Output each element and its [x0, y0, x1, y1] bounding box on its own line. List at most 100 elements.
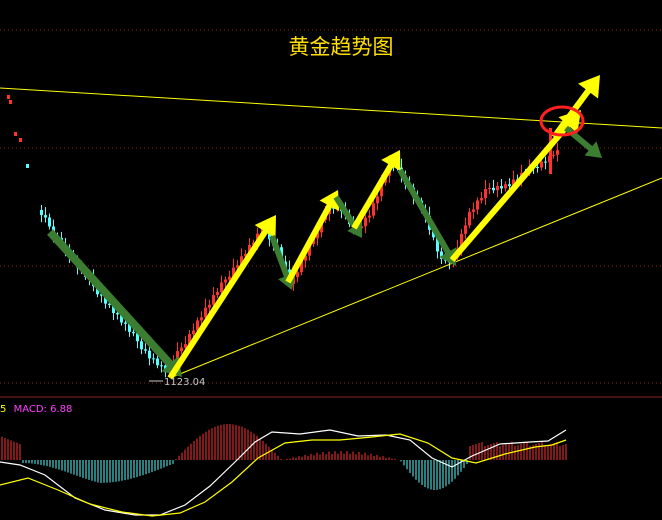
candle-down	[156, 358, 159, 366]
macd-label: 5 MACD: 6.88	[0, 404, 72, 415]
candle-down	[152, 358, 155, 360]
resistance-trendline	[0, 87, 662, 129]
candle-down	[100, 294, 103, 296]
candle-down	[128, 323, 131, 332]
macd-histogram	[1, 424, 567, 490]
candle-up	[316, 232, 319, 239]
candle-up	[220, 282, 223, 293]
candle-up	[184, 344, 187, 348]
candle-down	[120, 314, 123, 323]
candle-tick	[14, 132, 17, 136]
candle-up	[304, 255, 307, 261]
candle-down	[48, 217, 51, 227]
candle-up	[240, 256, 243, 266]
candle-up	[556, 150, 559, 155]
candle-up	[224, 279, 227, 283]
candle-up	[480, 198, 483, 201]
breakout-circle-icon	[539, 105, 585, 137]
candle-up	[308, 244, 311, 256]
candle-tick	[7, 95, 10, 99]
candle-up	[216, 292, 219, 296]
chart-title: 黄金趋势图	[289, 35, 394, 59]
candle-down	[544, 161, 547, 163]
candle-up	[228, 276, 231, 280]
candle-up	[472, 209, 475, 212]
candle-up	[549, 128, 552, 174]
candle-up	[464, 225, 467, 234]
trend-arrow-icon	[285, 190, 340, 284]
trend-arrows	[47, 75, 602, 380]
candle-up	[468, 211, 471, 226]
candle-up	[204, 307, 207, 318]
trend-arrow-icon	[167, 215, 276, 380]
candle-down	[44, 215, 47, 218]
candle-down	[148, 350, 151, 359]
candle-down	[116, 313, 119, 315]
candle-down	[508, 184, 511, 187]
macd-dea-line	[0, 433, 567, 517]
macd-dif-line	[0, 429, 567, 516]
candle-up	[232, 267, 235, 277]
candle-down	[440, 251, 443, 259]
candle-down	[160, 365, 163, 367]
candle-down	[104, 295, 107, 304]
candle-up	[376, 196, 379, 204]
candle-up	[196, 320, 199, 331]
candle-tick	[26, 164, 29, 168]
candle-up	[252, 242, 255, 245]
candle-down	[268, 233, 271, 240]
candle-down	[436, 237, 439, 252]
low-marker: 1123.04	[149, 377, 205, 388]
candle-down	[108, 303, 111, 306]
candle-up	[488, 187, 491, 190]
candle-down	[136, 333, 139, 342]
candle-up	[372, 203, 375, 216]
candle-up	[540, 161, 543, 168]
low-price-label: 1123.04	[164, 377, 205, 388]
trend-arrow-icon	[47, 229, 183, 377]
candle-up	[380, 182, 383, 197]
candle-up	[484, 189, 487, 199]
candle-up	[200, 317, 203, 321]
candle-down	[112, 305, 115, 314]
trend-arrow-icon	[397, 168, 457, 266]
candle-down	[536, 167, 539, 168]
candle-up	[300, 260, 303, 273]
candle-down	[432, 229, 435, 238]
candle-up	[296, 272, 299, 278]
candle-down	[144, 349, 147, 351]
candle-tick	[9, 100, 12, 104]
candle-tick	[19, 138, 22, 142]
macd-label-value: 6.88	[50, 404, 72, 415]
trend-arrow-icon	[564, 125, 602, 158]
candle-up	[552, 154, 555, 156]
candle-down	[492, 187, 495, 191]
candle-down	[140, 341, 143, 350]
candle-up	[368, 215, 371, 218]
candle-up	[364, 217, 367, 227]
candle-down	[132, 331, 135, 334]
trend-arrow-icon	[351, 150, 401, 230]
candle-up	[476, 200, 479, 210]
trend-arrow-icon	[269, 234, 296, 290]
candle-down	[124, 322, 127, 324]
candle-up	[460, 233, 463, 249]
candle-up	[496, 186, 499, 191]
candle-up	[188, 334, 191, 345]
candle-up	[192, 330, 195, 335]
candle-up	[236, 265, 239, 268]
support-trendline	[169, 177, 662, 379]
candle-up	[504, 184, 507, 189]
candle-up	[248, 244, 251, 254]
candle-down	[500, 186, 503, 189]
macd-label-name: MACD:	[14, 404, 47, 415]
candle-up	[208, 304, 211, 308]
macd-label-prefix: 5	[0, 404, 6, 415]
candle-up	[180, 347, 183, 352]
candle-up	[244, 253, 247, 257]
trend-arrow-icon	[551, 75, 600, 139]
candle-up	[176, 351, 179, 362]
candle-up	[212, 295, 215, 305]
candle-down	[40, 210, 43, 216]
